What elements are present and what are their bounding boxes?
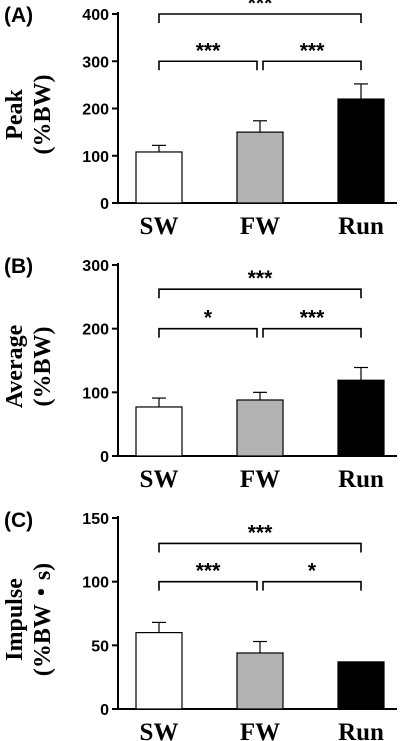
panel-label: (C): [4, 509, 33, 532]
y-axis-title-line1: Average: [2, 324, 28, 408]
significance-label: *: [308, 560, 317, 583]
x-category-label: FW: [240, 213, 280, 240]
bar-run: [337, 98, 385, 204]
y-axis-title-line1: Peak: [2, 89, 28, 140]
y-tick-label: 100: [82, 149, 109, 166]
x-category-label: Run: [338, 719, 384, 741]
x-category-label: SW: [140, 466, 179, 493]
bar-sw: [135, 406, 183, 457]
bar-run: [337, 661, 385, 710]
y-tick-label: 50: [91, 638, 109, 655]
significance-bracket: [262, 580, 362, 591]
y-tick-label: 200: [82, 102, 109, 119]
bar-fw: [236, 399, 284, 457]
y-tick-label: 0: [100, 196, 109, 213]
y-tick-label: 300: [82, 54, 109, 71]
panel-label: (B): [4, 255, 33, 278]
significance-label: ***: [300, 307, 325, 330]
bar-run: [337, 379, 385, 457]
significance-label: ***: [248, 267, 273, 290]
significance-bracket: [158, 60, 258, 71]
x-category-label: Run: [338, 213, 384, 240]
y-axis-title-line1: Impulse: [2, 578, 28, 661]
bar-fw: [236, 131, 284, 204]
y-tick-label: 200: [82, 322, 109, 339]
significance-bracket: [262, 327, 362, 338]
significance-label: ***: [248, 521, 273, 544]
y-tick-label: 400: [82, 7, 109, 24]
y-tick-label: 0: [100, 702, 109, 719]
y-axis-title-line2: (%BW): [30, 75, 56, 155]
y-tick-label: 300: [82, 258, 109, 275]
significance-bracket: [262, 60, 362, 71]
y-tick-label: 150: [82, 511, 109, 528]
bar-fw: [236, 652, 284, 710]
y-axis-title-line2: (%BW): [30, 327, 56, 407]
significance-bracket: [158, 542, 362, 553]
y-axis-title-line2: (%BW・s): [30, 563, 56, 676]
significance-bracket: [158, 288, 362, 299]
y-tick-label: 100: [82, 575, 109, 592]
significance-bracket: [158, 13, 362, 23]
x-category-label: Run: [338, 466, 384, 493]
panel-label: (A): [4, 4, 33, 27]
significance-label: ***: [248, 0, 273, 15]
significance-bracket: [158, 327, 258, 338]
y-tick-label: 0: [100, 449, 109, 466]
x-category-label: FW: [240, 719, 280, 741]
significance-bracket: [158, 580, 258, 591]
x-category-label: FW: [240, 466, 280, 493]
y-tick-label: 100: [82, 385, 109, 402]
significance-label: ***: [196, 39, 221, 62]
significance-label: ***: [196, 560, 221, 583]
bar-sw: [135, 631, 183, 710]
x-category-label: SW: [140, 213, 179, 240]
significance-label: *: [204, 307, 213, 330]
significance-label: ***: [300, 39, 325, 62]
bar-sw: [135, 151, 183, 204]
x-category-label: SW: [140, 719, 179, 741]
